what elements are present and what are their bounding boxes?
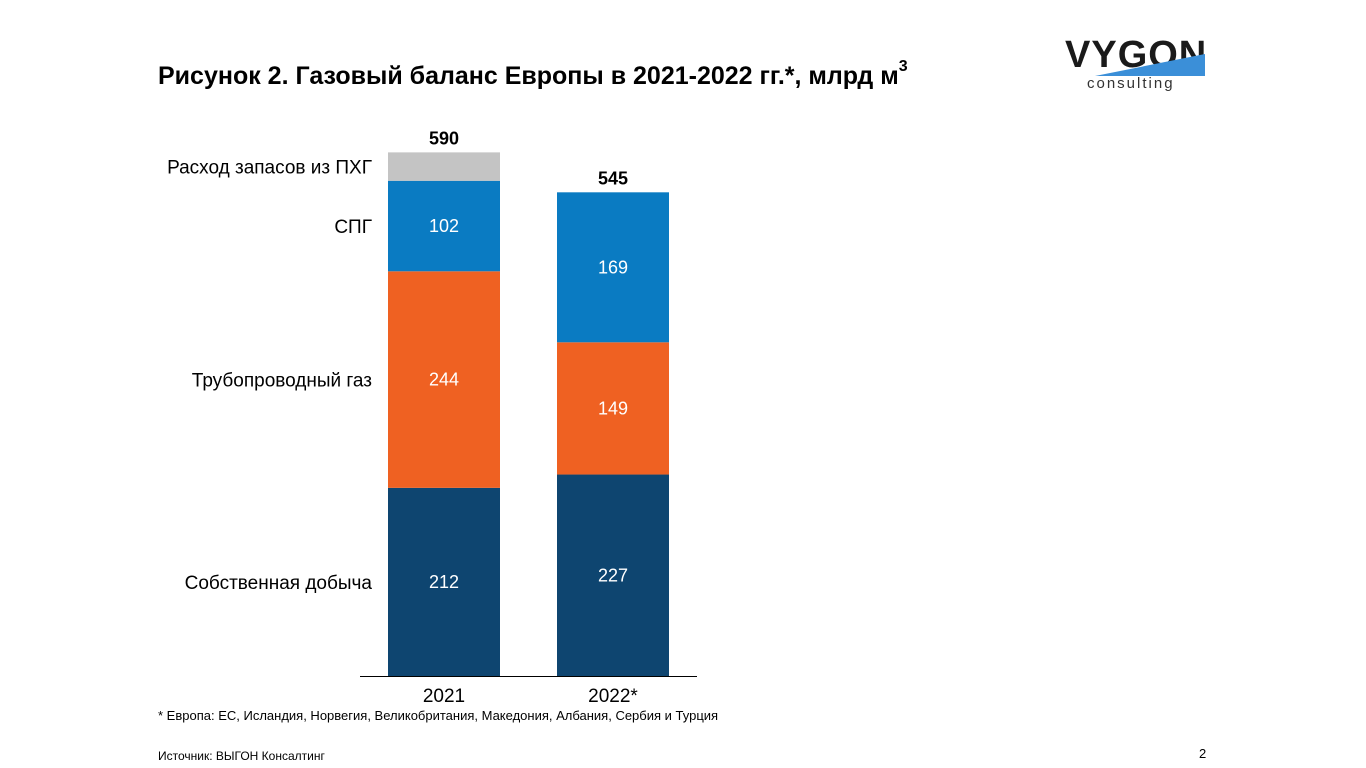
bar-segment-0-0 (388, 487, 500, 676)
x-tick-label-0: 2021 (423, 686, 465, 707)
logo-subtitle: consulting (1087, 75, 1175, 92)
series-label-0: Собственная добыча (185, 573, 373, 594)
series-label-3: Расход запасов из ПХГ (167, 158, 372, 179)
footnote: * Европа: ЕС, Исландия, Норвегия, Велико… (158, 708, 719, 723)
vygon-logo: VYGON consulting (1065, 36, 1210, 96)
logo-stripe-icon (1095, 54, 1205, 76)
data-label-1-0: 227 (598, 565, 628, 585)
page-title: Рисунок 2. Газовый баланс Европы в 2021-… (158, 58, 908, 91)
bar-segment-0-2 (388, 180, 500, 272)
series-label-1: Трубопроводный газ (192, 371, 372, 392)
bar-segment-1-1 (557, 342, 669, 475)
x-tick-label-1: 2022* (588, 686, 638, 707)
title-superscript: 3 (898, 58, 908, 75)
bar-segment-0-1 (388, 271, 500, 488)
bar-segment-0-3 (388, 152, 500, 181)
data-label-0-1: 244 (429, 370, 459, 390)
data-label-0-0: 212 (429, 572, 459, 592)
bar-segment-1-2 (557, 192, 669, 343)
data-label-1-2: 169 (598, 257, 628, 277)
source-note: Источник: ВЫГОН Консалтинг (158, 749, 325, 763)
total-label-0: 590 (429, 128, 459, 148)
title-text: Рисунок 2. Газовый баланс Европы в 2021-… (158, 62, 899, 90)
data-label-1-1: 149 (598, 398, 628, 418)
page-number: 2 (1199, 746, 1207, 761)
bar-segment-1-0 (557, 474, 669, 676)
series-label-2: СПГ (334, 217, 372, 238)
data-label-0-2: 102 (429, 216, 459, 236)
total-label-1: 545 (598, 168, 628, 188)
